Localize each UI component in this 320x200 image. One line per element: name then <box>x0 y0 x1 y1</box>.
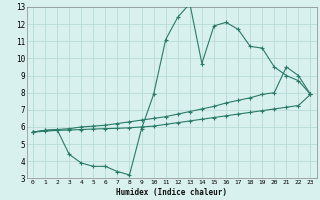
X-axis label: Humidex (Indice chaleur): Humidex (Indice chaleur) <box>116 188 227 197</box>
